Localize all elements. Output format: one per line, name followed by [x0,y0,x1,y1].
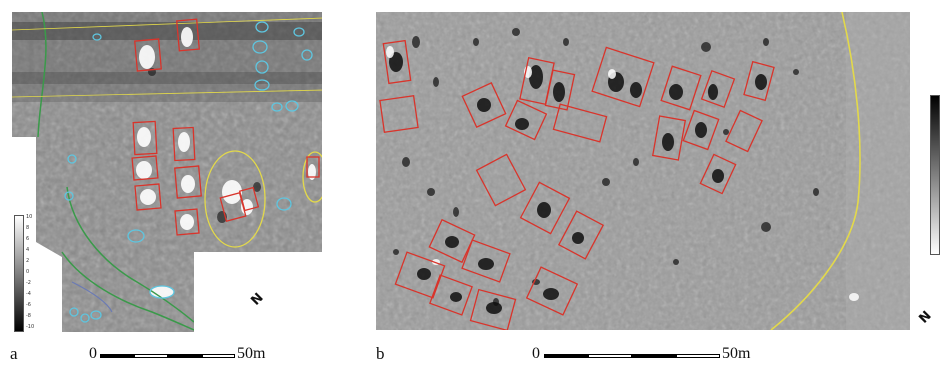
panel-a-label: a [10,344,18,363]
scalebar-segment [168,354,202,358]
scalebar-segment [100,354,134,358]
panel-b-scalebar [544,354,720,358]
legend-tick: -6 [26,302,31,308]
legend-tick: 10 [26,214,33,220]
panel-b-label: b [376,344,385,363]
legend-tick: -2 [26,280,31,286]
panel-b-north-arrow-icon: N [916,308,934,326]
panel-a-svg [12,12,322,332]
scalebar-segment [134,354,168,358]
legend-tick: 2 [26,258,30,264]
legend-tick: -8 [26,313,31,319]
legend-tick: 8 [26,225,30,231]
panel-b-legend-bar [930,95,940,255]
panel-b-scale-start: 0 [532,345,540,362]
scalebar-segment [544,354,588,358]
legend-tick: 0 [26,269,30,275]
scalebar-segment [588,354,632,358]
panel-a-map [12,12,324,332]
legend-tick: -4 [26,291,31,297]
legend-tick: 4 [26,247,30,253]
north-label: N [916,308,935,327]
legend-tick: -10 [26,324,35,330]
scalebar-segment [202,354,235,358]
panel-a-scale-start: 0 [89,345,97,362]
scalebar-segment [632,354,676,358]
panel-a-legend-bar [14,215,24,332]
panel-b-map [376,11,910,332]
scalebar-segment [676,354,720,358]
legend-tick: 6 [26,236,30,242]
panel-b-svg [376,11,910,332]
panel-a-scale-end: 50m [237,345,266,362]
panel-a-scalebar [100,354,235,358]
panel-b-scale-end: 50m [722,345,751,362]
